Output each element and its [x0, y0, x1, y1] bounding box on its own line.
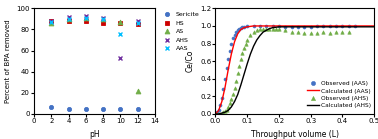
- Legend: Observed (AAS), Calculated (AAS), Observed (AHS), Calculated (AHS): Observed (AAS), Calculated (AAS), Observ…: [307, 80, 371, 109]
- Y-axis label: Percent of BPA removed: Percent of BPA removed: [5, 19, 11, 103]
- X-axis label: Throughput volume (L): Throughput volume (L): [251, 130, 339, 139]
- X-axis label: pH: pH: [89, 130, 100, 139]
- Legend: Sericite, HS, AS, AHS, AAS: Sericite, HS, AS, AHS, AAS: [161, 11, 200, 52]
- Y-axis label: Ce/Co: Ce/Co: [186, 50, 195, 72]
